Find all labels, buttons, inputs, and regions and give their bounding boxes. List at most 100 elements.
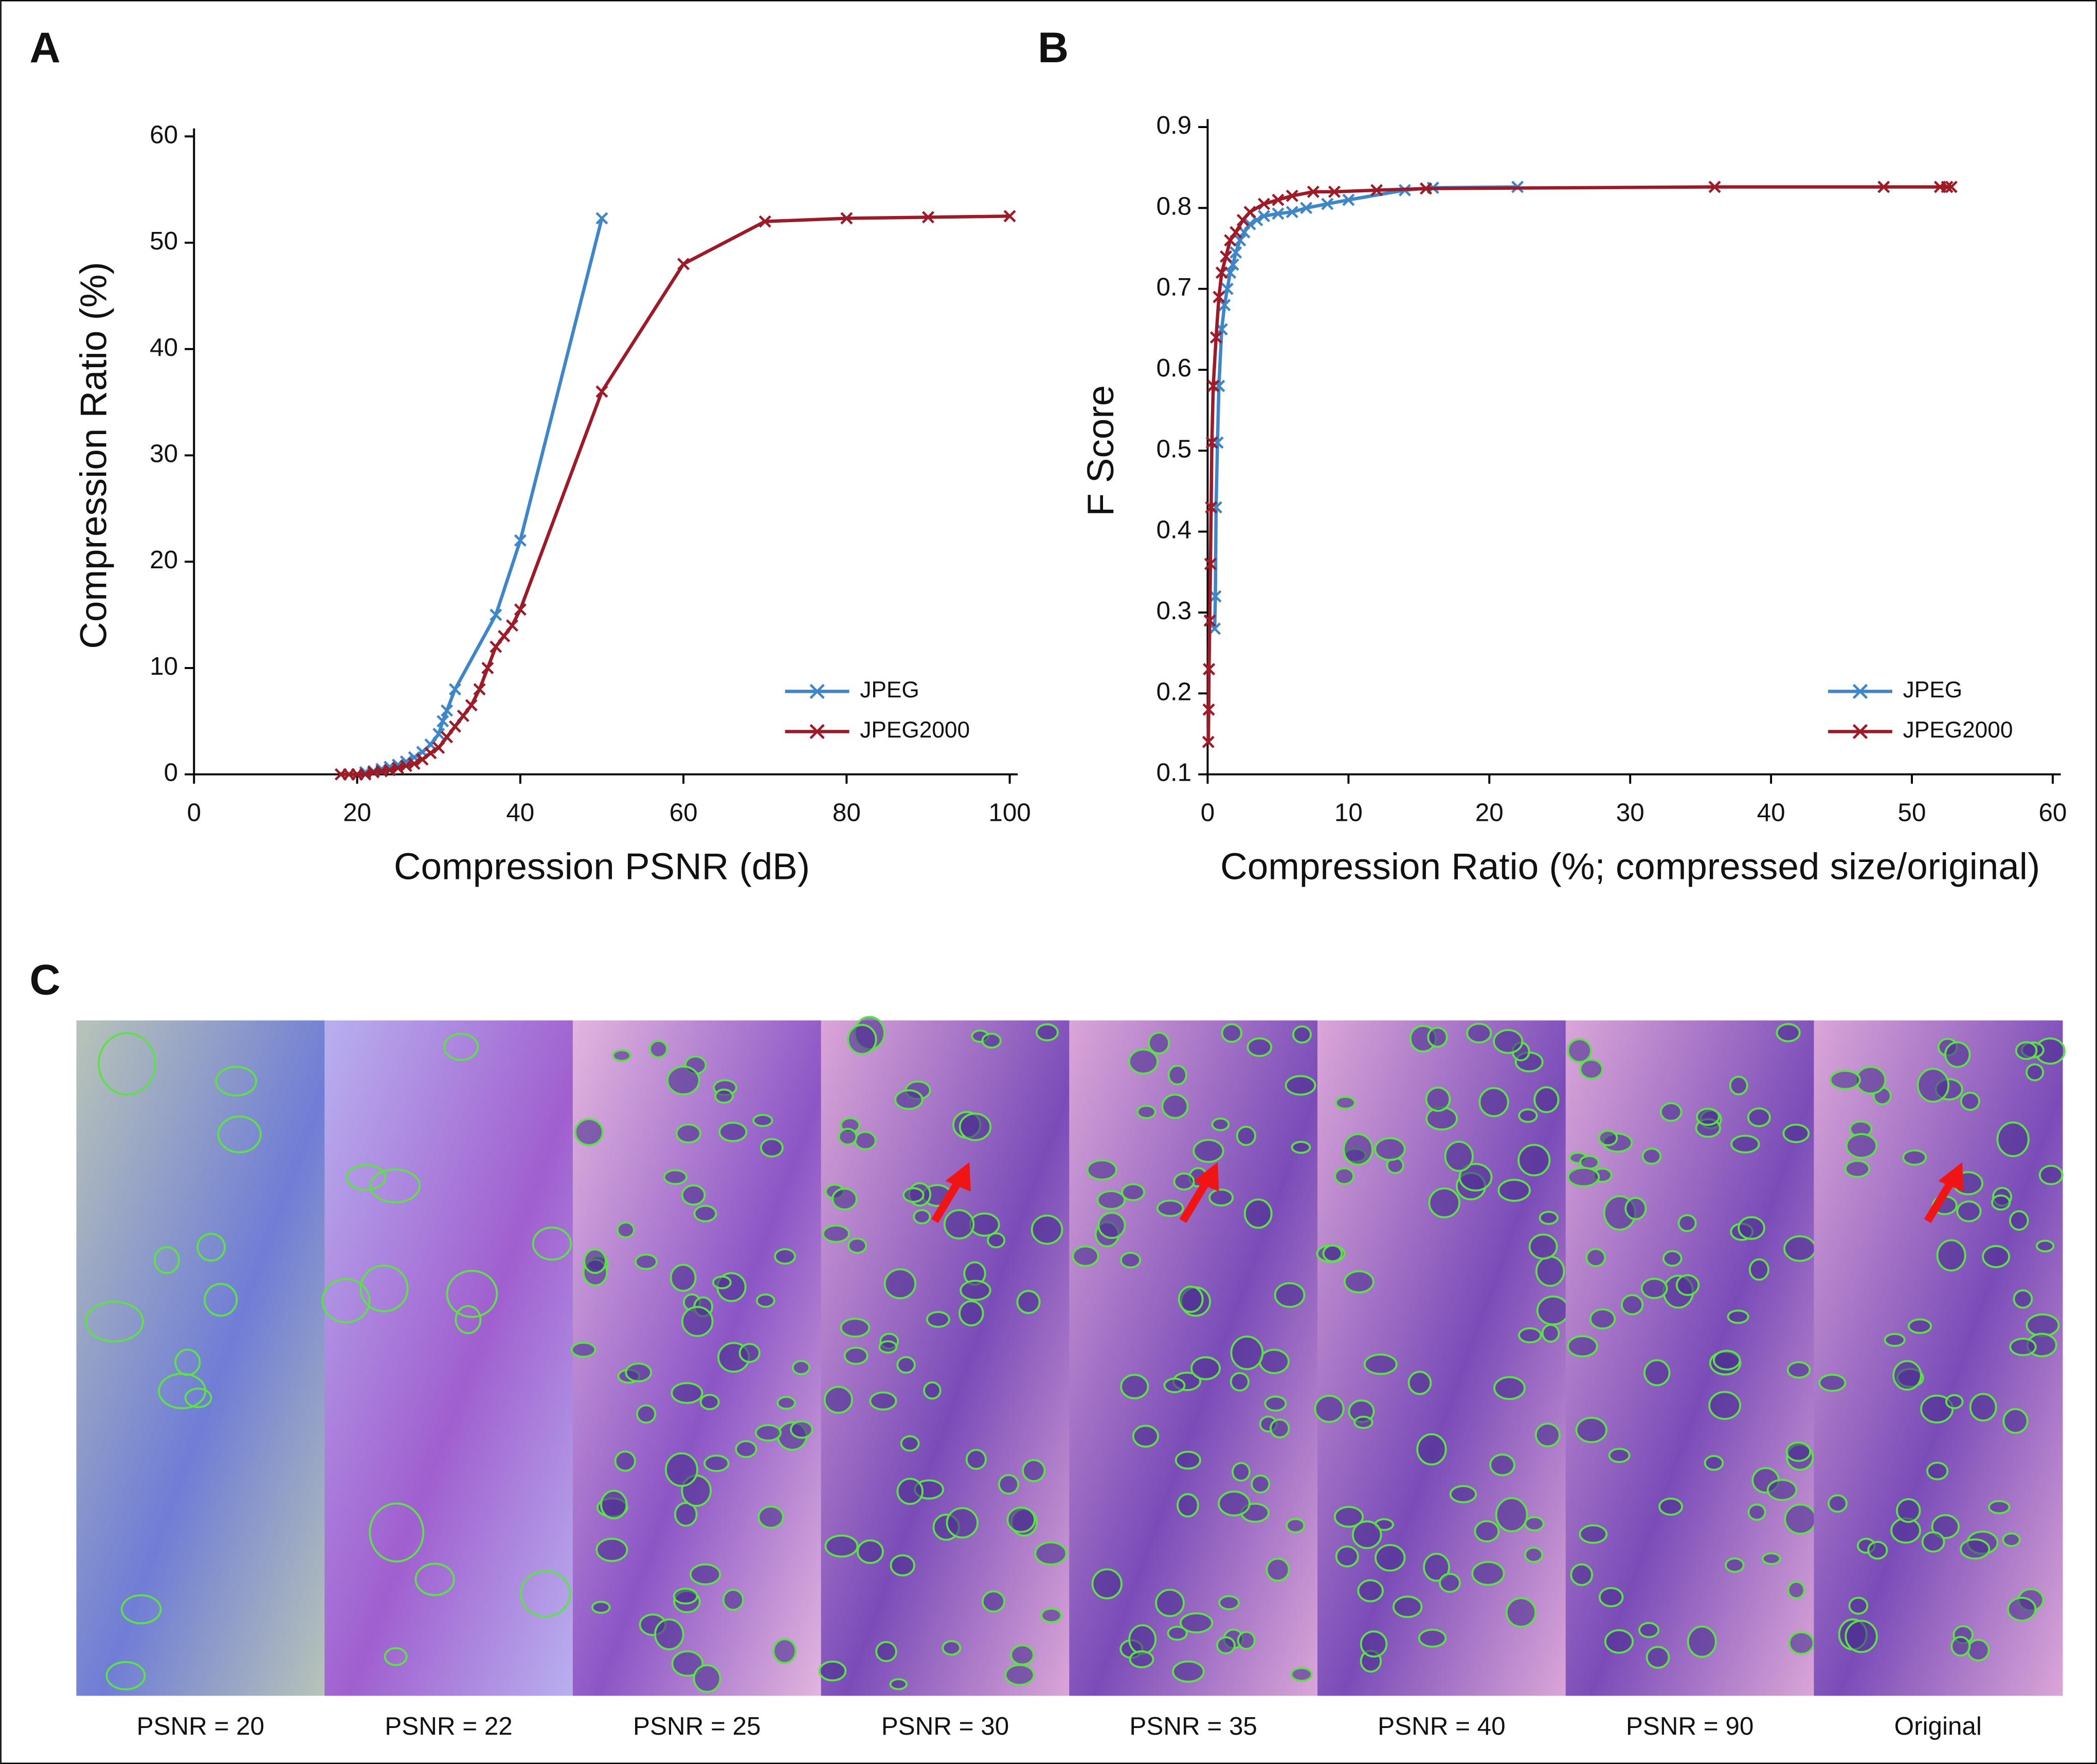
nucleus-outline — [1353, 1415, 1373, 1429]
nucleus-outline — [1363, 1353, 1398, 1375]
nucleus-outline — [847, 1024, 877, 1055]
nucleus-outline — [1991, 1194, 2011, 1211]
nucleus-outline — [1006, 1506, 1036, 1533]
nucleus-outline — [1360, 1630, 1388, 1658]
nucleus-outline — [1258, 1348, 1290, 1374]
point-marker — [490, 608, 502, 621]
nucleus-outline — [671, 1650, 704, 1677]
nucleus-outline — [2002, 1408, 2029, 1434]
nucleus-outline — [1766, 1479, 1798, 1501]
nucleus-outline — [946, 1507, 979, 1539]
nucleus-outline — [1478, 1087, 1509, 1118]
nucleus-outline — [1192, 1139, 1224, 1163]
nucleus-outline — [998, 1474, 1020, 1495]
nucleus-outline — [1129, 1650, 1154, 1668]
nucleus-outline — [1335, 1095, 1356, 1110]
arrow — [1179, 1179, 1210, 1223]
nucleus-outline — [847, 1237, 867, 1254]
nucleus-outline — [1598, 1587, 1624, 1608]
nucleus-outline — [1786, 1361, 1811, 1379]
nucleus-outline — [1785, 1441, 1812, 1462]
nucleus-outline — [790, 1420, 814, 1439]
panel-letter: C — [29, 956, 60, 1003]
nucleus-outline — [1489, 1453, 1515, 1477]
nucleus-outline — [1747, 1503, 1766, 1521]
nucleus-outline — [1493, 1376, 1526, 1400]
nucleus-outline — [1237, 1631, 1256, 1650]
nucleus-outline — [1246, 1037, 1273, 1057]
point-marker — [514, 603, 527, 616]
nucleus-outline — [689, 1563, 721, 1586]
nucleus-outline — [1495, 1497, 1528, 1533]
nucleus-outline — [1604, 1629, 1634, 1654]
nucleus-outline — [1163, 1377, 1186, 1393]
nucleus-outline — [1230, 1335, 1264, 1371]
nucleus-outline — [959, 1112, 992, 1141]
nucleus-outline — [699, 1394, 720, 1411]
y-axis-label: F Score — [1080, 385, 1122, 516]
point-marker — [424, 747, 437, 760]
nucleus-outline — [1274, 1282, 1306, 1308]
nucleus-outline — [1427, 1027, 1448, 1048]
nucleus-outline — [184, 1388, 212, 1409]
legend-label: JPEG — [860, 677, 919, 703]
nucleus-outline — [1598, 1129, 1618, 1146]
point-marker — [457, 709, 469, 723]
nucleus-outline — [1072, 1245, 1099, 1267]
nucleus-outline — [153, 1246, 180, 1274]
x-axis-label: Compression PSNR (dB) — [394, 846, 810, 888]
point-marker — [1234, 234, 1246, 247]
nucleus-outline — [612, 1049, 631, 1062]
nucleus-outline — [1177, 1493, 1199, 1518]
nucleus-outline — [1136, 1105, 1156, 1120]
nucleus-outline — [1161, 1093, 1189, 1119]
image-label: PSNR = 90 — [1626, 1712, 1753, 1740]
nucleus-outline — [595, 1538, 628, 1562]
nucleus-outline — [1541, 1324, 1560, 1343]
nucleus-outline — [1787, 1580, 1805, 1599]
nucleus-outline — [1936, 1239, 1966, 1272]
nucleus-outline — [1375, 1544, 1406, 1572]
nucleus-outline — [943, 1209, 975, 1240]
nucleus-outline — [664, 1452, 699, 1487]
point-marker — [595, 385, 608, 398]
image-label: Original — [1894, 1712, 1982, 1740]
nucleus-outline — [1471, 1561, 1505, 1586]
x-tick-label: 50 — [1898, 799, 1926, 827]
nucleus-outline — [1343, 1270, 1375, 1293]
nucleus-outline — [673, 1588, 698, 1605]
x-tick-label: 40 — [506, 799, 534, 827]
nucleus-outline — [1474, 1520, 1500, 1543]
tissue-image — [324, 1020, 574, 1696]
y-tick-label: 0.7 — [1156, 273, 1192, 301]
nucleus-outline — [1232, 1462, 1251, 1482]
nucleus-outline — [1730, 1135, 1760, 1154]
nucleus-outline — [1966, 1639, 1990, 1662]
nucleus-outline — [1638, 1622, 1660, 1639]
nucleus-outline — [2035, 1239, 2055, 1253]
nucleus-outline — [1156, 1199, 1184, 1217]
nucleus-outline — [718, 1122, 748, 1142]
x-tick-label: 20 — [1475, 799, 1504, 827]
nucleus-outline — [1335, 1545, 1359, 1568]
point-marker — [481, 661, 494, 674]
nucleus-outline — [735, 1440, 757, 1459]
arrow-head — [1194, 1162, 1219, 1192]
x-tick-label: 0 — [187, 799, 201, 827]
nucleus-outline — [1351, 1520, 1382, 1550]
nucleus-outline — [1416, 1433, 1447, 1466]
point-marker — [1243, 218, 1256, 230]
point-marker — [1257, 210, 1271, 223]
point-marker — [1203, 663, 1216, 676]
nucleus-outline — [1173, 1172, 1195, 1191]
nucleus-outline — [1266, 1557, 1290, 1582]
image-label: PSNR = 20 — [137, 1712, 264, 1740]
nucleus-outline — [1428, 1187, 1461, 1218]
arrow-head — [945, 1162, 971, 1192]
nucleus-outline — [1211, 1117, 1230, 1131]
nucleus-outline — [157, 1373, 207, 1410]
nucleus-outline — [2009, 1210, 2029, 1231]
y-tick-label: 60 — [150, 120, 178, 149]
point-marker — [1419, 182, 1433, 195]
